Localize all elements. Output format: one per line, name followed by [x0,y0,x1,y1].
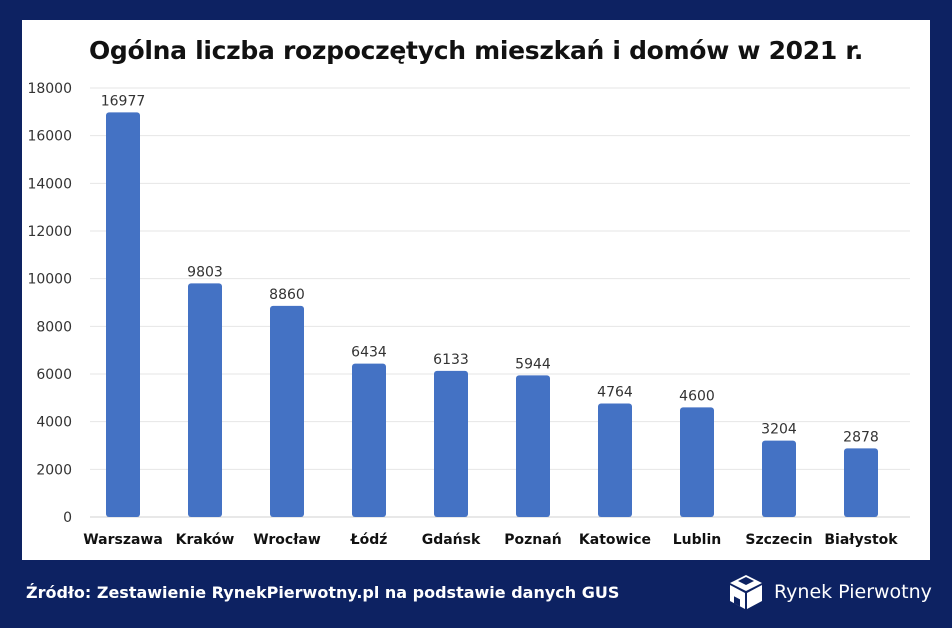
bar-value-label: 5944 [515,356,551,372]
bar [270,305,304,517]
y-tick-label: 18000 [27,81,72,97]
bar-value-label: 2878 [843,429,879,445]
y-tick-label: 4000 [36,415,72,431]
bar-value-label: 8860 [269,287,305,303]
chart-panel: Ogólna liczba rozpoczętych mieszkań i do… [22,20,930,560]
bar [352,363,386,517]
category-label: Łódź [350,532,388,548]
bar [680,407,714,517]
category-label: Lublin [673,532,721,548]
category-label: Wrocław [253,532,321,548]
bar-value-label: 9803 [187,264,223,280]
y-tick-label: 0 [63,510,72,526]
category-label: Białystok [824,532,898,548]
bar [188,283,222,517]
y-tick-label: 16000 [27,129,72,145]
bar [516,375,550,517]
category-label: Poznań [504,532,561,548]
category-label: Gdańsk [422,532,481,548]
bar-value-label: 4600 [679,388,715,404]
bar-value-label: 3204 [761,422,797,438]
y-tick-label: 8000 [36,319,72,335]
y-tick-label: 10000 [27,272,72,288]
category-label: Szczecin [745,532,812,548]
brand-name: Rynek Pierwotny [774,581,932,603]
y-tick-label: 14000 [27,176,72,192]
y-tick-label: 12000 [27,224,72,240]
category-label: Kraków [176,532,235,548]
bar [762,440,796,517]
y-tick-label: 2000 [36,462,72,478]
chart-title: Ogólna liczba rozpoczętych mieszkań i do… [88,36,864,65]
bar [598,403,632,517]
category-label: Warszawa [83,532,163,548]
cube-logo-icon [730,573,762,609]
bar [434,370,468,517]
bar [844,448,878,517]
bar-value-label: 4764 [597,384,633,400]
source-note: Źródło: Zestawienie RynekPierwotny.pl na… [26,583,620,602]
brand-logo: Rynek Pierwotny [728,572,932,612]
bar-value-label: 16977 [101,93,146,109]
y-tick-label: 6000 [36,367,72,383]
bar-value-label: 6133 [433,352,469,368]
bar-chart: 0 2000 4000 6000 8000 10000 12000 14000 16000 180… [27,81,910,548]
bar-value-label: 6434 [351,345,387,361]
bar [106,112,140,517]
category-label: Katowice [579,532,651,548]
